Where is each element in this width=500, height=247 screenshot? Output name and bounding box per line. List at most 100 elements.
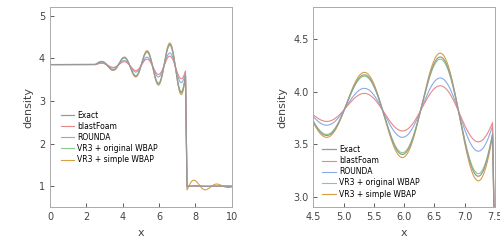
Exact [310, 120, 316, 123]
VR3 + original WBAP [56, 63, 62, 66]
Line: blastFoam: blastFoam [50, 56, 232, 186]
VR3 + original WBAP [47, 63, 53, 66]
VR3 + simple WBAP [130, 73, 136, 76]
blastFoam [184, 185, 190, 188]
ROUNDA [426, 89, 432, 92]
blastFoam [56, 63, 62, 66]
VR3 + simple WBAP [56, 63, 62, 66]
Exact [224, 185, 230, 188]
Line: blastFoam: blastFoam [314, 86, 495, 247]
Exact [322, 134, 328, 137]
blastFoam [448, 95, 454, 98]
VR3 + simple WBAP [416, 116, 422, 119]
Legend: Exact, blastFoam, ROUNDA, VR3 + original WBAP, VR3 + simple WBAP: Exact, blastFoam, ROUNDA, VR3 + original… [319, 142, 422, 202]
ROUNDA [448, 90, 454, 93]
blastFoam [130, 68, 136, 71]
blastFoam [224, 185, 230, 188]
Legend: Exact, blastFoam, ROUNDA, VR3 + original WBAP, VR3 + simple WBAP: Exact, blastFoam, ROUNDA, VR3 + original… [58, 108, 161, 167]
blastFoam [228, 185, 234, 188]
VR3 + simple WBAP [322, 135, 328, 138]
blastFoam [167, 55, 173, 58]
blastFoam [47, 63, 53, 66]
ROUNDA [228, 185, 234, 188]
VR3 + original WBAP [416, 116, 422, 119]
Exact [437, 56, 443, 59]
VR3 + original WBAP [136, 72, 141, 75]
VR3 + simple WBAP [467, 164, 473, 167]
Exact [56, 63, 62, 66]
ROUNDA [322, 124, 328, 126]
Line: VR3 + simple WBAP: VR3 + simple WBAP [314, 53, 495, 247]
VR3 + simple WBAP [224, 186, 230, 189]
ROUNDA [416, 113, 422, 116]
Line: Exact: Exact [50, 44, 232, 186]
ROUNDA [56, 63, 62, 66]
blastFoam [420, 103, 426, 106]
VR3 + simple WBAP [426, 74, 432, 77]
Exact [136, 72, 141, 75]
Exact [190, 185, 196, 187]
X-axis label: x: x [401, 228, 407, 238]
Exact [130, 73, 136, 76]
VR3 + original WBAP [322, 133, 328, 136]
ROUNDA [224, 185, 230, 188]
blastFoam [190, 185, 196, 187]
Line: VR3 + simple WBAP: VR3 + simple WBAP [50, 43, 232, 190]
VR3 + simple WBAP [437, 52, 443, 55]
Line: VR3 + original WBAP: VR3 + original WBAP [314, 59, 495, 247]
Exact [416, 116, 422, 119]
VR3 + original WBAP [467, 159, 473, 162]
blastFoam [467, 134, 473, 137]
Y-axis label: density: density [278, 87, 287, 128]
Exact [420, 97, 426, 100]
ROUNDA [190, 185, 196, 187]
VR3 + simple WBAP [228, 185, 234, 188]
VR3 + simple WBAP [224, 186, 230, 189]
VR3 + simple WBAP [47, 63, 53, 66]
blastFoam [437, 84, 443, 87]
VR3 + original WBAP [224, 185, 230, 188]
VR3 + simple WBAP [448, 75, 454, 78]
VR3 + original WBAP [224, 185, 230, 188]
ROUNDA [136, 69, 141, 72]
Exact [224, 185, 230, 188]
blastFoam [322, 120, 328, 123]
VR3 + original WBAP [228, 185, 234, 188]
blastFoam [426, 94, 432, 97]
VR3 + original WBAP [130, 72, 136, 75]
VR3 + original WBAP [420, 97, 426, 100]
Exact [228, 185, 234, 188]
VR3 + simple WBAP [420, 96, 426, 99]
VR3 + simple WBAP [167, 41, 173, 44]
Exact [47, 63, 53, 66]
VR3 + original WBAP [426, 78, 432, 81]
Exact [184, 185, 190, 188]
VR3 + simple WBAP [136, 73, 141, 76]
ROUNDA [167, 51, 173, 54]
Line: ROUNDA: ROUNDA [314, 78, 495, 247]
Exact [467, 161, 473, 164]
VR3 + simple WBAP [184, 188, 190, 191]
VR3 + original WBAP [167, 44, 173, 47]
VR3 + original WBAP [190, 185, 196, 187]
blastFoam [136, 68, 141, 71]
VR3 + original WBAP [184, 185, 190, 188]
ROUNDA [467, 141, 473, 144]
blastFoam [224, 185, 230, 188]
blastFoam [416, 112, 422, 115]
X-axis label: x: x [138, 228, 144, 238]
Line: Exact: Exact [314, 57, 495, 247]
ROUNDA [437, 77, 443, 80]
VR3 + simple WBAP [310, 121, 316, 124]
ROUNDA [184, 185, 190, 188]
Line: VR3 + original WBAP: VR3 + original WBAP [50, 45, 232, 186]
ROUNDA [47, 63, 53, 66]
ROUNDA [420, 102, 426, 104]
ROUNDA [224, 185, 230, 188]
VR3 + original WBAP [310, 120, 316, 123]
ROUNDA [310, 115, 316, 118]
VR3 + original WBAP [448, 79, 454, 82]
blastFoam [310, 113, 316, 116]
Y-axis label: density: density [24, 87, 34, 128]
ROUNDA [130, 69, 136, 72]
